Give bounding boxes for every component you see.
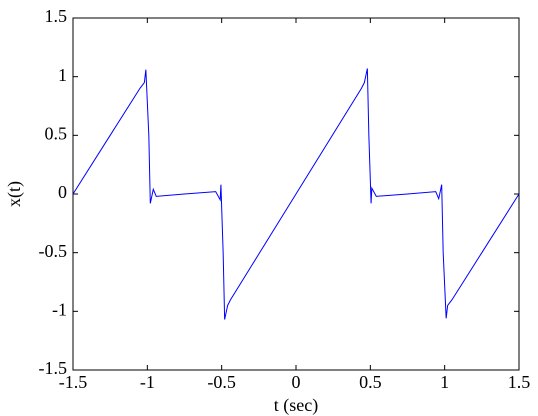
x-tick-label: 1.5 (508, 372, 531, 392)
y-tick-label: -0.5 (39, 241, 68, 261)
y-tick-label: 0.5 (45, 123, 68, 143)
y-axis-label: x(t) (4, 181, 25, 207)
x-tick-label: 1 (440, 372, 449, 392)
line (72, 68, 520, 320)
x-tick-label: 0 (292, 372, 301, 392)
x-tick-label: -1.5 (59, 372, 88, 392)
x-tick-label: 0.5 (359, 372, 382, 392)
x-tick-label: -1 (140, 372, 155, 392)
y-tick-label: 1.5 (45, 6, 68, 26)
x-axis-label: t (sec) (274, 395, 318, 416)
y-tick-label: -1.5 (39, 358, 68, 378)
x-tick-label: -0.5 (207, 372, 236, 392)
y-tick-label: 0 (58, 182, 67, 202)
y-tick-label: 1 (58, 65, 67, 85)
y-tick-label: -1 (52, 299, 67, 319)
